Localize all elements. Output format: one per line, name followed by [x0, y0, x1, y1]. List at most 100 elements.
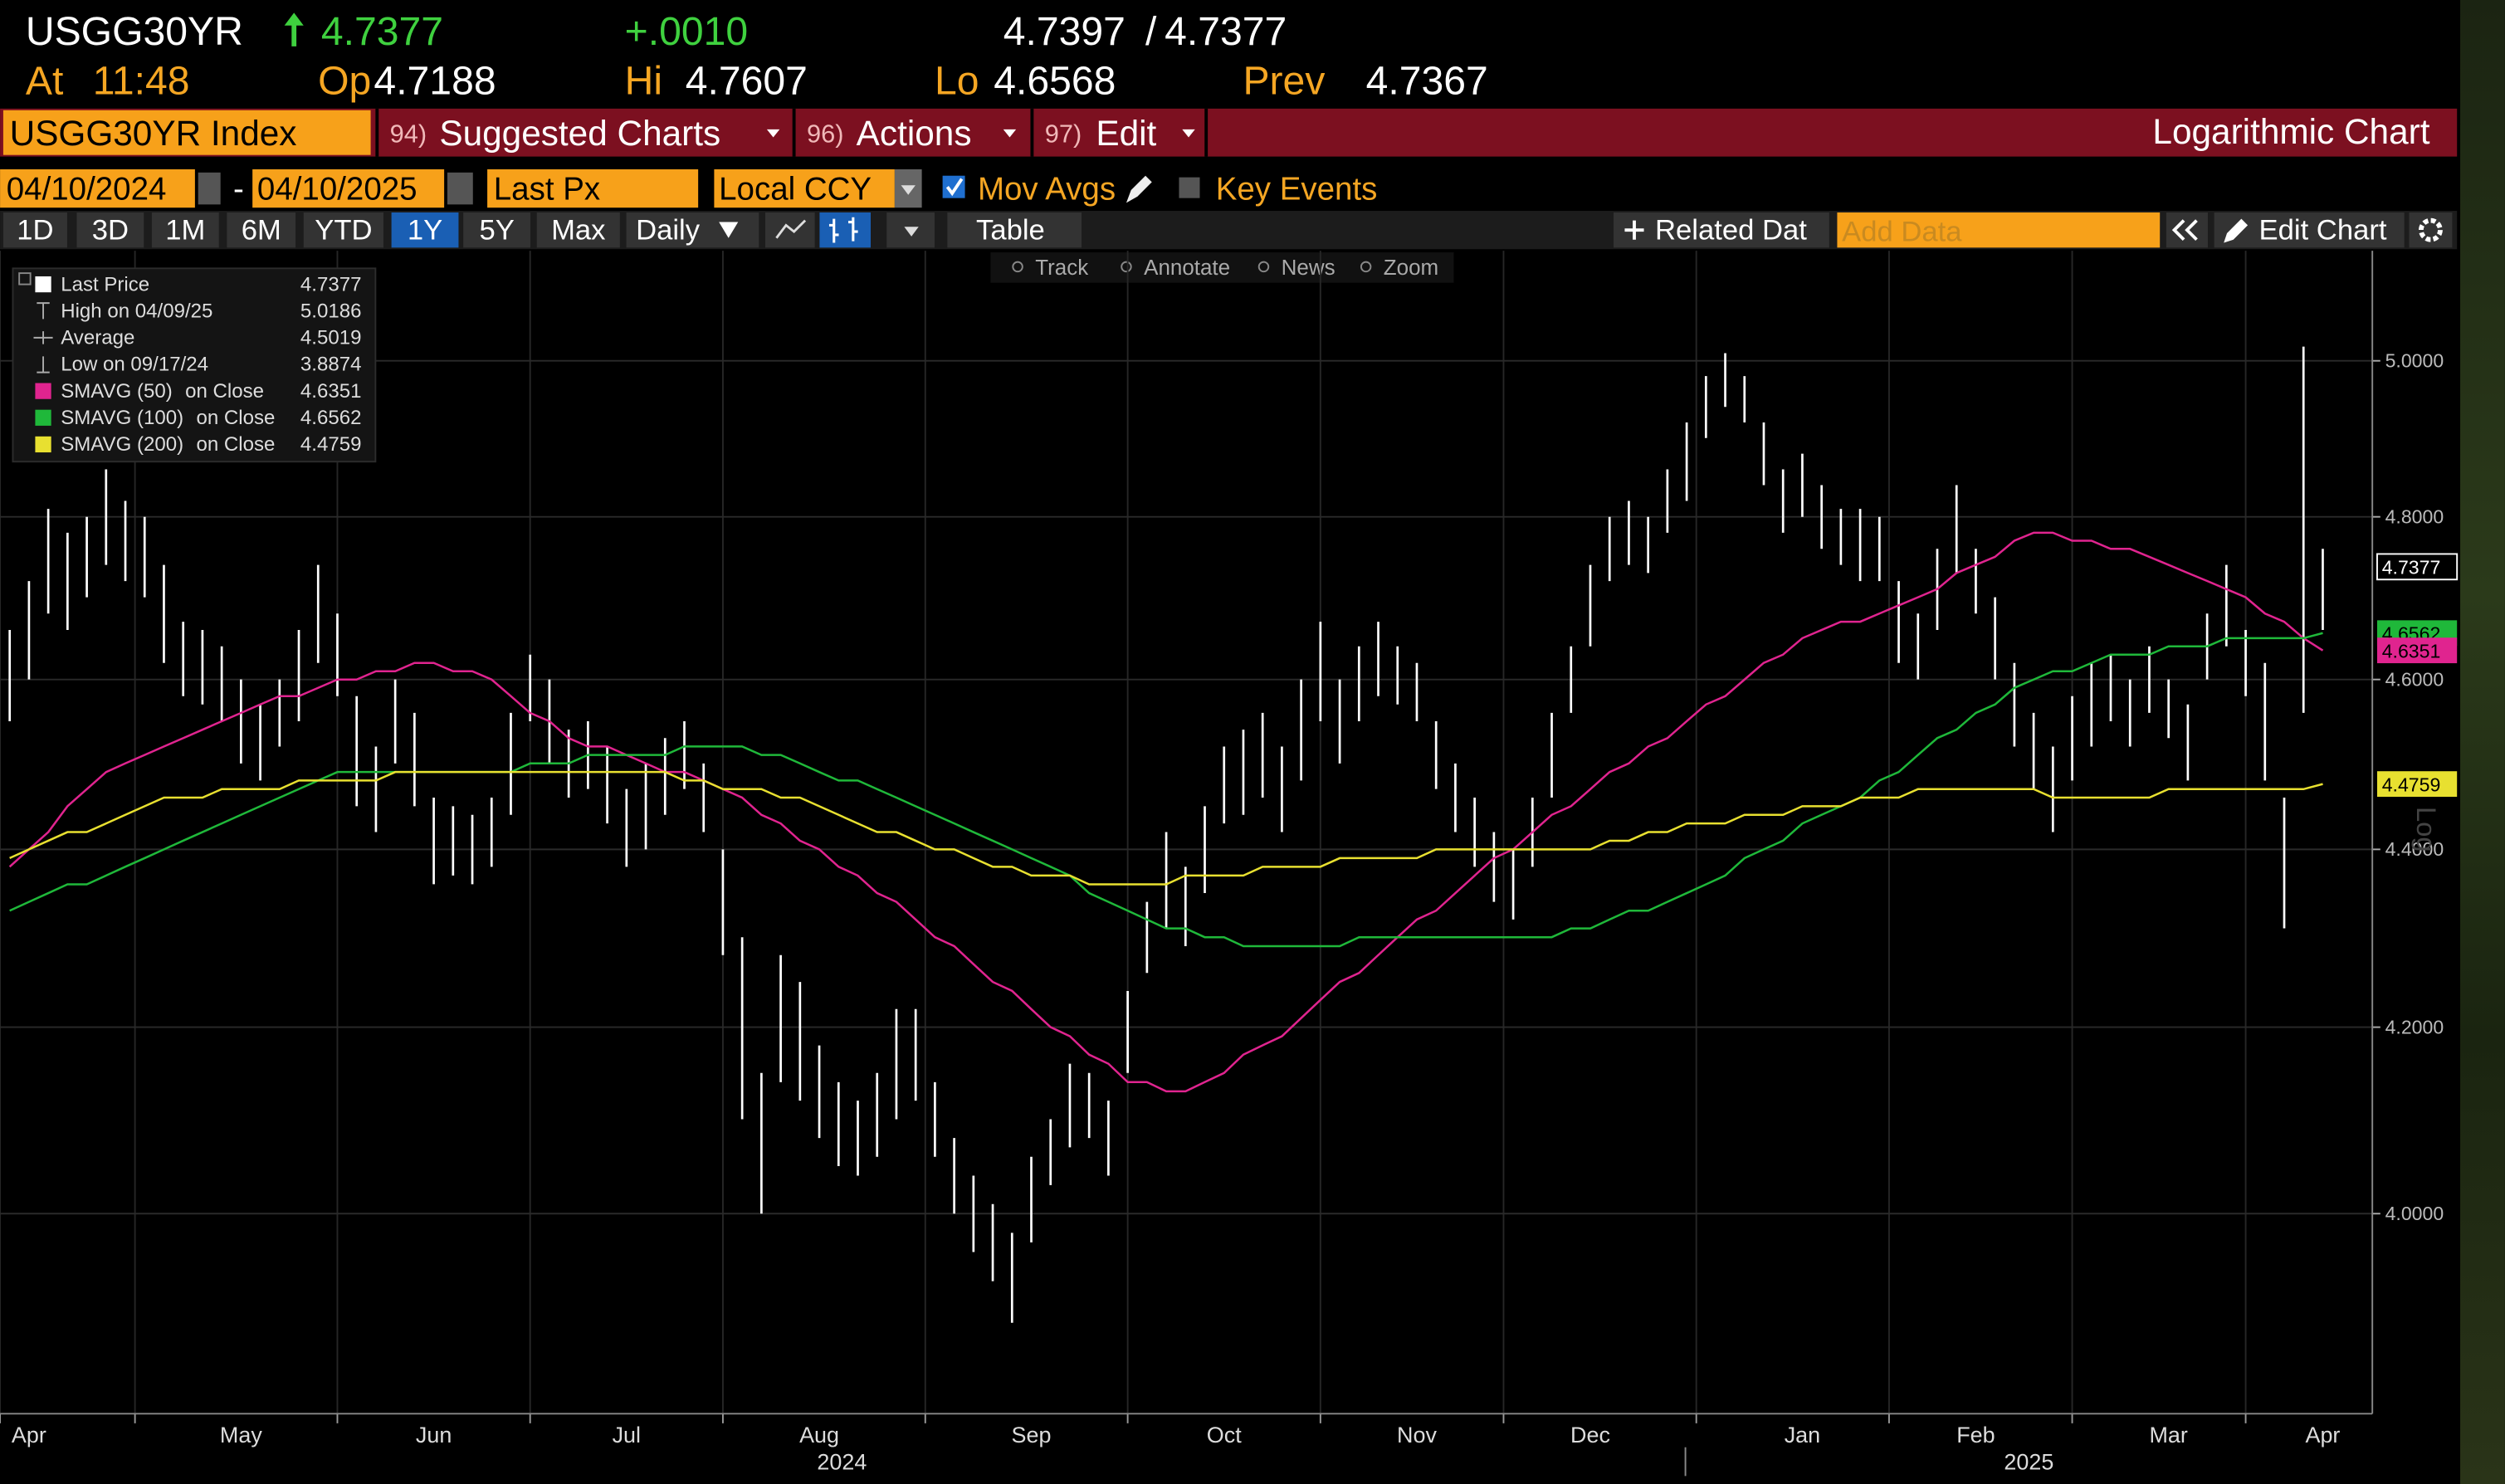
table-button[interactable]	[947, 212, 1082, 248]
add-data-box[interactable]	[1837, 212, 2161, 248]
legend-icon	[37, 302, 50, 320]
menu-code: 96)	[807, 119, 844, 148]
chart-tool[interactable]: Zoom	[1384, 255, 1438, 280]
frequency: Daily	[636, 215, 701, 247]
x-tick-label: Jun	[416, 1423, 452, 1447]
gear-icon	[2418, 217, 2443, 242]
settings-bar: 04/10/2024 - 04/10/2025 Last Px Local CC…	[0, 169, 1378, 208]
legend-value: 4.5019	[300, 327, 362, 349]
last-value-tag	[2376, 637, 2458, 664]
menu-code: 94)	[390, 119, 427, 148]
period-label: Max	[551, 215, 605, 247]
y-tick-label: 4.0000	[2385, 1203, 2444, 1224]
x-tick-label: Aug	[799, 1423, 839, 1447]
menu-label: Actions	[857, 114, 972, 153]
legend-label: Low on 09/17/24	[61, 354, 208, 376]
dropdown-arrow	[719, 222, 739, 238]
bid: 4.7397	[1003, 9, 1126, 54]
legend-icon	[37, 356, 50, 373]
bid-ask-separator: /	[1145, 9, 1157, 54]
legend-value: 4.7377	[300, 273, 362, 295]
table: Table	[976, 215, 1045, 247]
legend-swatch	[35, 383, 51, 399]
period-label: 1D	[17, 215, 53, 247]
period-button[interactable]	[2, 212, 67, 248]
legend-label: Average	[61, 327, 134, 349]
legend-background	[12, 267, 377, 463]
y-tick-label: 5.0000	[2385, 349, 2444, 371]
moving-average-line	[9, 770, 2323, 886]
last-price: 4.7377	[321, 9, 443, 54]
field-box[interactable]	[487, 169, 699, 208]
x-tick-label: Oct	[1207, 1423, 1242, 1447]
period-button[interactable]	[227, 212, 296, 248]
collapse-icon	[2171, 219, 2198, 242]
add-data: Add Data	[1842, 217, 1962, 248]
legend-collapse[interactable]	[18, 272, 32, 286]
time-label: At	[26, 59, 64, 104]
edit-chart-button[interactable]	[2214, 212, 2405, 248]
related-data: Related Dat	[1655, 215, 1807, 247]
legend-value: 3.8874	[300, 354, 362, 376]
line-chart-button[interactable]	[764, 212, 815, 248]
menu-background	[0, 108, 2458, 157]
key-events: Key Events	[1216, 172, 1378, 207]
chart-tool[interactable]: News	[1282, 255, 1336, 280]
bar-chart-button[interactable]	[819, 212, 872, 248]
x-tick-label: Sep	[1012, 1423, 1052, 1447]
chart-tool[interactable]: Track	[1035, 255, 1089, 280]
related-data-button[interactable]	[1613, 212, 1829, 248]
date-dash: -	[233, 172, 244, 207]
mov-avgs: Mov Avgs	[978, 172, 1116, 207]
legend-suffix: on Close	[196, 407, 275, 429]
calendar-icon[interactable]	[198, 172, 221, 205]
period-button[interactable]	[463, 212, 531, 248]
calendar-icon[interactable]	[447, 172, 473, 205]
menu-label: Edit	[1096, 114, 1156, 153]
tool-icon	[1012, 261, 1023, 273]
legend-label: SMAVG (200)	[61, 433, 183, 456]
start-date-box[interactable]	[0, 169, 195, 208]
period-label: YTD	[315, 215, 372, 247]
toolbar: Daily Table Related Dat Add Data Edit Ch…	[0, 211, 2458, 283]
last-value-tag	[2376, 771, 2458, 798]
period-button[interactable]	[303, 212, 383, 248]
period-button[interactable]	[151, 212, 219, 248]
settings-button[interactable]	[2409, 212, 2453, 248]
period-label: 3D	[92, 215, 129, 247]
x-tick-label: Apr	[12, 1423, 46, 1447]
start-date: 04/10/2024	[7, 172, 167, 207]
y-tick-label: 4.6000	[2385, 668, 2444, 690]
low: 4.6568	[994, 59, 1116, 104]
tool-icon	[1360, 261, 1372, 273]
x-tick-label: Feb	[1956, 1423, 1995, 1447]
x-tick-label: Mar	[2149, 1423, 2187, 1447]
period-button[interactable]	[536, 212, 620, 248]
security-box[interactable]	[2, 110, 371, 155]
key-events-checkbox[interactable]	[1179, 177, 1200, 198]
period-button[interactable]	[391, 212, 459, 248]
dropdown-arrow	[766, 129, 780, 138]
period-button[interactable]	[76, 212, 144, 248]
x-tick-label: Jul	[613, 1423, 641, 1447]
dropdown-arrow	[1182, 129, 1195, 138]
end-date-box[interactable]	[252, 169, 445, 208]
legend-value: 5.0186	[300, 300, 362, 322]
pencil-icon	[2224, 218, 2249, 243]
chart: 4.0000 4.2000 4.4000 4.6000 4.8000 5.0000 Log A…	[0, 251, 2459, 1477]
frequency-button[interactable]	[626, 212, 759, 248]
up-arrow	[284, 12, 304, 46]
tool-icon	[1121, 261, 1132, 273]
quote-header: USGG30YR 4.7377 +.0010 4.7397 / 4.7377 A…	[26, 9, 1488, 104]
x-tick-label: Jan	[1785, 1423, 1820, 1447]
last-value-label: 4.6351	[2382, 640, 2441, 661]
legend-suffix: on Close	[185, 380, 264, 403]
dropdown-arrow	[901, 185, 916, 195]
ticker: USGG30YR	[26, 9, 243, 54]
currency-box[interactable]	[714, 169, 895, 208]
chart-tool[interactable]: Annotate	[1144, 255, 1230, 280]
pencil-icon[interactable]	[1126, 175, 1152, 203]
scale-label: Log	[2411, 807, 2442, 852]
bar-icon	[828, 217, 858, 243]
period-label: 6M	[242, 215, 281, 247]
